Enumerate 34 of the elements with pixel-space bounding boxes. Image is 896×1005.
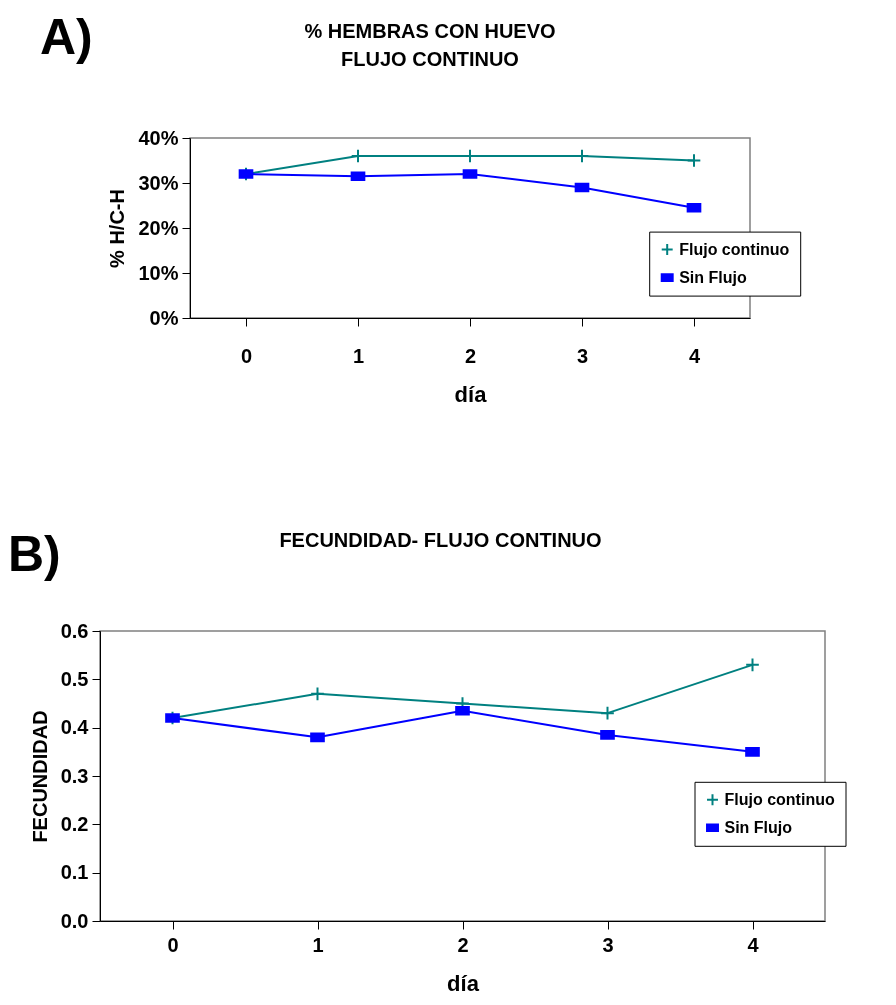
x-axis-title: día (454, 381, 488, 407)
text: B) (8, 525, 61, 583)
legend-label: Sin Flujo (679, 268, 747, 286)
y-tick-label: 10% (138, 261, 179, 284)
y-tick-label: 0.2 (60, 812, 89, 835)
y-tick-label: 40% (138, 126, 179, 149)
y-axis-title: % H/C-H (106, 189, 129, 268)
x-tick-label: 4 (747, 933, 760, 956)
legend-label: Flujo continuo (679, 240, 790, 258)
x-tick-label: 1 (312, 933, 324, 956)
x-tick-label: 4 (688, 344, 701, 367)
text: A) (40, 8, 93, 66)
chart-title: % HEMBRAS CON HUEVO FLUJO CONTINUO (304, 20, 556, 70)
x-axis-title: día (447, 970, 480, 996)
y-tick-label: 0.0 (60, 909, 89, 932)
y-tick-label: 0.6 (60, 619, 89, 642)
chart-title: FECUNDIDAD- FLUJO CONTINUO (279, 529, 602, 551)
y-tick-label: 20% (138, 216, 179, 239)
x-tick-label: 1 (352, 344, 365, 367)
x-tick-label: 3 (602, 933, 614, 956)
y-tick-label: 0.3 (60, 764, 89, 787)
y-tick-label: 0.4 (60, 716, 90, 739)
x-tick-label: 2 (457, 933, 469, 956)
legend-label: Flujo continuo (724, 790, 835, 808)
legend-label: Sin Flujo (724, 818, 793, 836)
x-tick-label: 0 (167, 933, 179, 956)
y-tick-label: 0.5 (60, 667, 89, 690)
x-tick-label: 2 (464, 344, 477, 367)
x-tick-label: 3 (576, 344, 589, 367)
y-axis-title: FECUNDIDAD (28, 710, 51, 843)
y-tick-label: 0.1 (60, 861, 89, 884)
x-tick-label: 0 (240, 344, 253, 367)
y-tick-label: 30% (138, 171, 179, 194)
y-tick-label: 0% (149, 306, 179, 329)
